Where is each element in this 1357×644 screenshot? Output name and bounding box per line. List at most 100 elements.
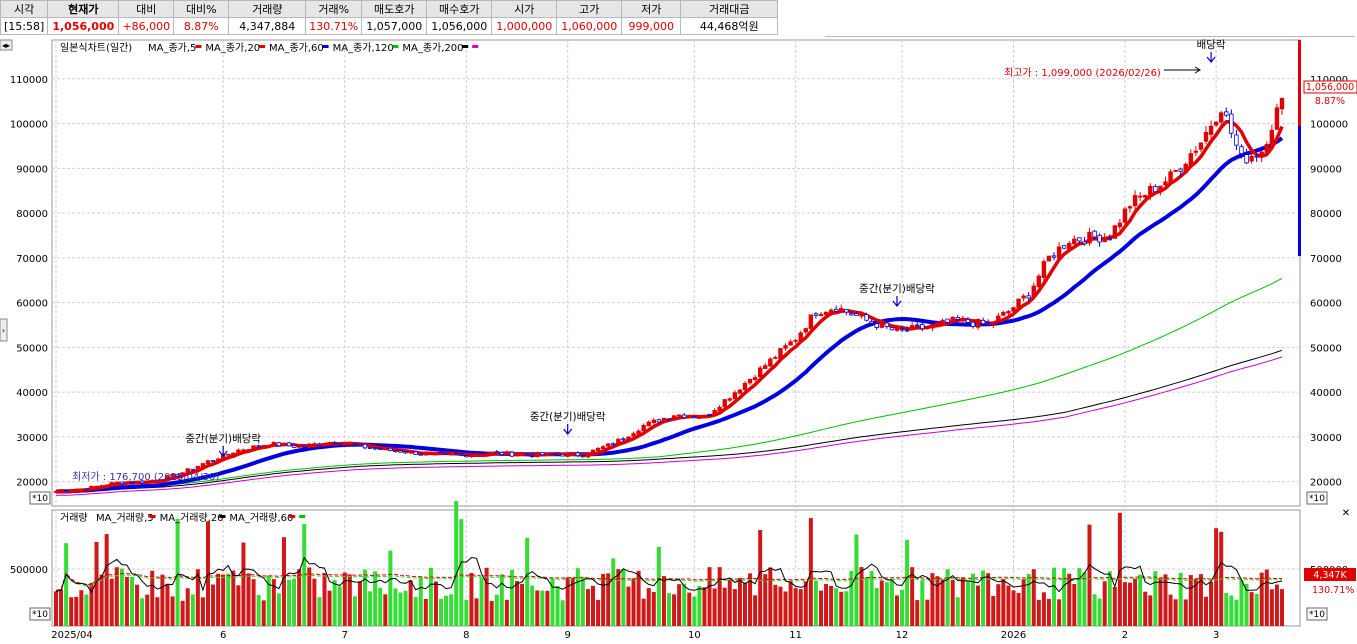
- price-tick-label-right: 90000: [1310, 164, 1342, 175]
- date-tick-label: 2026: [1001, 630, 1026, 641]
- high-price-annotation: 최고가 : 1,099,000 (2026/02/26): [1004, 67, 1161, 79]
- volume-bar: [1021, 579, 1026, 626]
- legend-label: MA_종가,60: [269, 42, 324, 54]
- candle-body: [312, 443, 317, 446]
- price-scale-box-left[interactable]: [29, 491, 51, 505]
- candle-body: [307, 443, 312, 448]
- candle-body: [1148, 185, 1153, 196]
- candle-body: [1239, 146, 1244, 155]
- candle-body: [499, 452, 505, 455]
- quote-bid: 1,056,000: [426, 17, 493, 35]
- close-volume-panel-icon[interactable]: ✕: [1342, 508, 1350, 519]
- candle-body: [261, 444, 266, 447]
- price-scale-box-right[interactable]: [1306, 491, 1328, 505]
- candle-body: [915, 324, 920, 327]
- quote-change: +86,000: [118, 17, 175, 35]
- volume-bar: [834, 588, 839, 626]
- volume-bar: [1097, 598, 1102, 626]
- candle-body: [1046, 255, 1052, 262]
- volume-bar: [1016, 593, 1021, 626]
- quote-header-cell: 매도호가: [361, 0, 428, 18]
- dividend-arrow-head: [1206, 56, 1216, 63]
- candle-body: [773, 357, 778, 359]
- volume-scale-box-left[interactable]: [29, 607, 51, 621]
- quote-header-cell: 거래%: [305, 0, 363, 18]
- side-panel-toggle[interactable]: [0, 318, 8, 342]
- candle-body: [1158, 185, 1163, 193]
- volume-bar: [712, 588, 717, 626]
- volume-bar: [332, 580, 337, 626]
- volume-scale-box-right[interactable]: [1306, 607, 1328, 621]
- scroll-arrows-button[interactable]: [0, 39, 13, 51]
- candle-body: [489, 451, 494, 455]
- volume-bar: [839, 591, 844, 626]
- quote-header-cell: 거래대금: [680, 0, 779, 18]
- candle-body: [1264, 144, 1270, 154]
- high-price-leader-head: [1194, 66, 1201, 74]
- volume-bar: [79, 590, 84, 626]
- volume-legend: MA_거래량,5 MA_거래량,20 MA_거래량,60: [96, 512, 306, 524]
- candle-body: [702, 414, 707, 418]
- legend-swatch: [322, 45, 329, 48]
- candle-body: [1097, 234, 1102, 243]
- interim-dividend-arrow-head: [218, 450, 228, 457]
- candle-body: [251, 445, 256, 451]
- volume-bar: [1122, 582, 1127, 626]
- volume-bar: [1173, 599, 1178, 626]
- candle-body: [1208, 125, 1214, 135]
- volume-bar: [398, 592, 403, 626]
- candle-body: [509, 451, 515, 457]
- candle-body: [742, 382, 748, 390]
- price-legend-title: 일본식차트(일간): [60, 42, 132, 54]
- volume-bar: [930, 573, 935, 626]
- volume-bar: [1067, 573, 1072, 626]
- candle-body: [180, 472, 185, 477]
- volume-bar: [742, 583, 747, 626]
- candle-body: [459, 453, 464, 456]
- candle-body: [925, 326, 930, 329]
- candle-body: [778, 348, 783, 359]
- volume-bar: [859, 567, 864, 626]
- price-tick-label-left: 50000: [16, 343, 48, 354]
- volume-bar: [469, 572, 474, 626]
- volume-bar: [104, 534, 109, 626]
- stock-chart[interactable]: 20000 20000 30000 30000 40000 40000 50000 50000…: [0, 38, 1357, 644]
- volume-bar: [874, 588, 879, 626]
- volume-bar: [119, 568, 124, 626]
- volume-bar: [525, 537, 530, 626]
- price-tick-label-right: 50000: [1310, 343, 1342, 354]
- volume-bar: [474, 598, 479, 626]
- legend-label: MA_종가,20: [205, 42, 260, 54]
- candle-body: [104, 484, 109, 487]
- price-tick-label-right: 70000: [1310, 254, 1342, 265]
- volume-bar: [722, 587, 727, 626]
- volume-bar: [433, 581, 438, 626]
- volume-bar: [1153, 571, 1158, 626]
- volume-bar: [555, 585, 560, 626]
- candle-body: [965, 318, 971, 323]
- date-tick-label: 2025/04: [51, 630, 93, 641]
- quote-time: [15:58]: [0, 17, 49, 35]
- volume-bar: [1062, 568, 1067, 626]
- candle-body: [920, 324, 925, 330]
- candle-body: [1021, 295, 1026, 299]
- date-tick-label: 7: [342, 630, 348, 641]
- volume-bar: [64, 543, 69, 626]
- volume-bar: [84, 594, 89, 626]
- grid-lines: [52, 40, 1300, 626]
- volume-bar: [677, 584, 682, 626]
- volume-bar: [231, 570, 236, 626]
- candle-body: [980, 319, 986, 325]
- volume-bar: [763, 574, 768, 626]
- candle-body: [524, 453, 530, 456]
- candle-body: [692, 416, 697, 419]
- candle-body: [271, 441, 277, 447]
- volume-bar: [150, 570, 155, 626]
- candle-body: [1061, 245, 1067, 249]
- volume-bar: [287, 579, 292, 626]
- volume-bar: [1133, 578, 1138, 626]
- candle-body: [1112, 225, 1118, 239]
- candle-body: [1006, 311, 1011, 314]
- candle-body: [818, 313, 824, 316]
- candle-body: [945, 318, 950, 323]
